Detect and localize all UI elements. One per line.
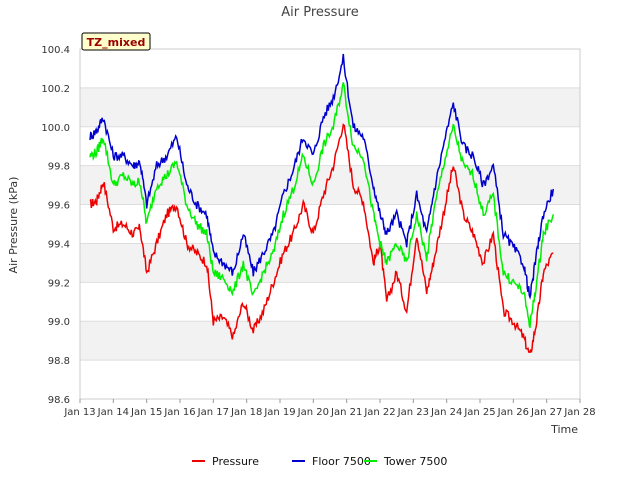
x-tick-label: Jan 18 [230,407,262,418]
series-line-floor-7500 [89,53,555,300]
y-tick-label: 99.8 [48,162,70,173]
tz-badge-box [81,32,151,51]
x-tick-label: Jan 23 [397,407,429,418]
series-line-tower-7500 [89,82,555,329]
tz-badge-text: TZ_mixed [87,36,146,49]
x-tick-label: Jan 24 [430,407,462,418]
y-tick-labels: 98.6 98.8 99.0 99.2 99.4 99.6 99.8 100.0 100.2 10… [41,45,70,406]
legend-label: Tower 7500 [383,455,447,468]
series-line-pressure [89,123,554,354]
y-tick-label: 99.6 [48,201,70,212]
y-tick-label: 99.0 [48,317,70,328]
y-tick-label: 98.8 [48,356,70,367]
x-tick-labels: Jan 13 Jan 14 Jan 15 Jan 16 Jan 17 Jan 18 Jan … [63,399,596,418]
x-tick-label: Jan 27 [530,407,562,418]
x-tick-label: Jan 16 [163,407,195,418]
chart-title: Air Pressure [281,5,359,20]
x-tick-label: Jan 14 [97,407,129,418]
x-tick-label: Jan 22 [363,407,395,418]
x-tick-label: Jan 19 [263,407,295,418]
plot-band [80,87,580,127]
plot-bands [80,87,580,361]
y-tick-label: 99.4 [48,239,70,250]
y-tick-label: 100.2 [41,84,70,95]
legend-label: Pressure [212,455,259,468]
plot-band [80,321,580,361]
x-tick-label: Jan 28 [563,407,595,418]
x-tick-label: Jan 26 [497,407,529,418]
x-tick-label: Jan 21 [330,407,362,418]
y-tick-label: 100.0 [41,123,70,134]
y-tick-label: 99.2 [48,278,70,289]
x-tick-label: Jan 15 [130,407,162,418]
y-tick-label: 100.4 [41,45,70,56]
legend-label: Floor 7500 [312,455,371,468]
x-tick-label: Jan 17 [197,407,229,418]
x-tick-label: Jan 20 [297,407,329,418]
y-axis-label: Air Pressure (kPa) [7,177,20,274]
x-axis-label: Time [550,423,578,436]
x-tick-label: Jan 25 [463,407,495,418]
tz-badge: TZ_mixed [81,32,151,51]
x-tick-label: Jan 13 [63,407,95,418]
legend: Pressure Floor 7500 Tower 7500 [192,455,447,468]
y-tick-label: 98.6 [48,395,70,406]
series-lines [89,53,555,354]
plot-area [79,48,581,400]
